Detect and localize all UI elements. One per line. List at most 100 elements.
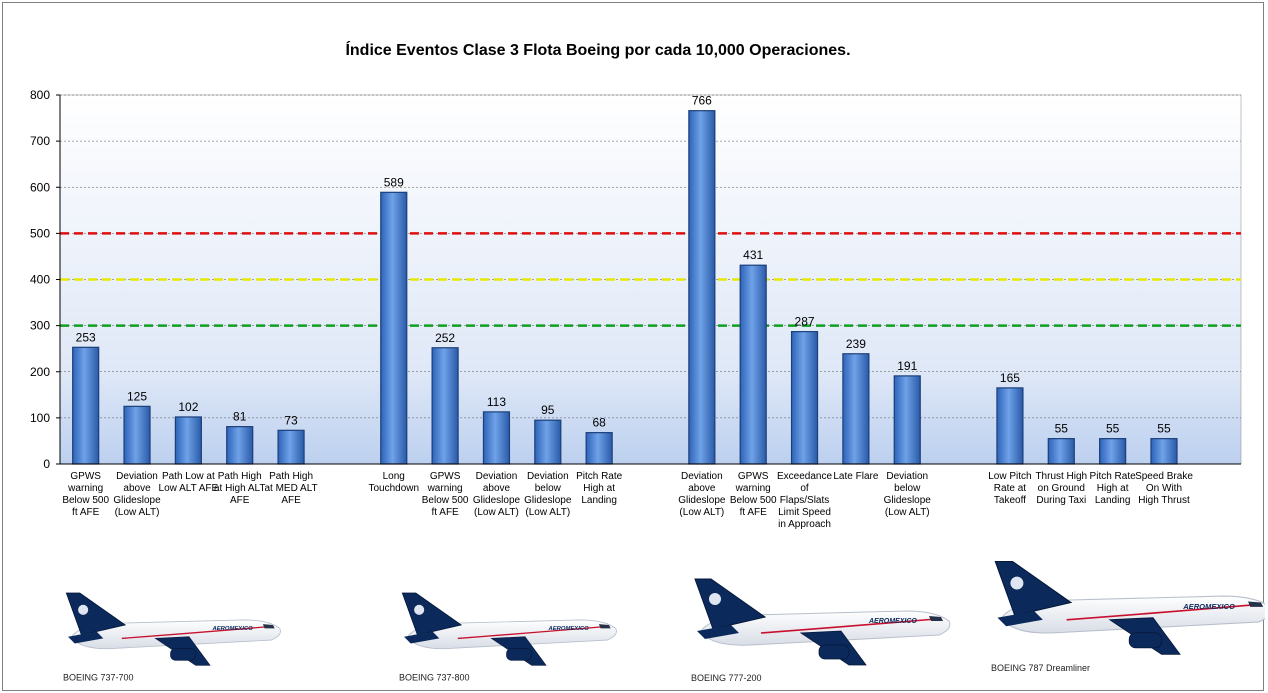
category-label: GPWS warning Below 500 ft AFE [730,471,777,518]
category-label: Speed Brake On With High Thrust [1135,471,1193,506]
cockpit-windows [929,616,943,621]
category-label: Deviation below Glideslope (Low ALT) [524,471,572,518]
bar [842,353,870,465]
y-tick-label: 500 [30,226,50,240]
data-label: 81 [233,410,247,424]
bar [1150,438,1178,465]
bar [123,405,151,465]
category-label: Thrust High on Ground During Taxi [1035,471,1087,506]
bar [226,426,254,465]
bar [996,387,1024,465]
category-label: Deviation above Glideslope (Low ALT) [113,471,161,518]
y-tick-label: 700 [30,134,50,148]
category-label: GPWS warning Below 500 ft AFE [422,471,469,518]
data-label: 73 [284,413,298,427]
horizontal-stabilizer [697,625,739,639]
engine [1128,632,1163,649]
bar [1047,438,1075,465]
horizontal-stabilizer [404,631,440,644]
data-label: 55 [1106,422,1120,436]
aircraft-illustration: AEROMEXICO [694,578,951,666]
tail-logo [78,604,89,615]
bar [431,347,459,465]
data-label: 766 [692,94,712,108]
y-tick-label: 100 [30,411,50,425]
category-label: Late Flare [833,471,878,482]
data-label: 252 [435,331,455,345]
data-label: 55 [1157,422,1171,436]
tail-logo [414,604,425,615]
bar [790,331,819,465]
y-tick-label: 800 [30,88,50,102]
airline-brand: AEROMEXICO [548,626,590,632]
horizontal-stabilizer [68,631,104,644]
tail-fin [401,592,463,636]
category-label: Deviation above Glideslope (Low ALT) [473,471,521,518]
bar [482,411,511,465]
data-label: 68 [592,416,606,430]
aircraft-caption: BOEING 737-700 [63,673,134,683]
y-tick-label: 0 [43,457,50,471]
cockpit-windows [598,624,611,629]
airline-brand: AEROMEXICO [868,618,917,625]
tail-fin [65,592,127,636]
data-label: 253 [76,330,96,344]
cockpit-windows [262,624,275,629]
engine [818,644,850,660]
airline-brand: AEROMEXICO [212,626,254,632]
data-label: 102 [178,400,198,414]
category-label: Path High at High ALT AFE [214,471,266,506]
tail-fin [694,578,767,630]
data-label: 125 [127,389,147,403]
axes: 0 100 200 300 400 500 600 700 800 GPWS warning Belo… [30,88,1241,530]
data-label: 55 [1055,422,1069,436]
livery-stripe [760,618,937,634]
aircraft-caption: BOEING 787 Dreamliner [991,663,1090,673]
bar [688,110,716,465]
category-label: Deviation below Glideslope (Low ALT) [884,471,932,518]
category-label: Pitch Rate High at Landing [576,471,623,506]
data-label: 165 [1000,371,1020,385]
tail-logo [1010,576,1024,590]
data-label: 95 [541,403,555,417]
aircraft-illustration: AEROMEXICO [994,560,1265,655]
aircraft-illustration: AEROMEXICO [65,592,281,666]
data-label: 239 [846,337,866,351]
airline-brand: AEROMEXICO [1182,602,1235,611]
bar [1099,438,1127,465]
bar [380,191,408,465]
livery-stripe [121,625,269,640]
aircraft-caption: BOEING 777-200 [691,673,762,683]
livery-stripe [1066,603,1256,621]
bar [174,416,202,465]
data-label: 589 [384,175,404,189]
y-tick-label: 300 [30,319,50,333]
tail-fin [994,560,1073,617]
category-label: Deviation above Glideslope (Low ALT) [678,471,726,518]
category-label: Path Low at Low ALT AFE [159,471,219,494]
data-label: 113 [487,395,506,409]
bar [893,375,921,465]
y-tick-label: 600 [30,180,50,194]
chart-title: Índice Eventos Clase 3 Flota Boeing por … [345,40,850,59]
category-label: Exceedance of Flaps/Slats Limit Speed in App… [777,471,832,530]
cockpit-windows [1248,601,1264,607]
category-label: GPWS warning Below 500 ft AFE [62,471,109,518]
tail-logo [709,593,721,605]
bar [277,429,305,465]
bar [534,419,562,465]
y-tick-label: 400 [30,273,50,287]
engine [506,648,533,661]
data-label: 191 [897,359,917,373]
y-tick-label: 200 [30,365,50,379]
bar [585,432,613,465]
category-label: Long Touchdown [368,471,419,494]
category-label: Path High at MED ALT AFE [264,471,317,506]
data-label: 431 [743,248,763,262]
aircraft-illustration: AEROMEXICO [401,592,617,666]
category-label: Low Pitch Rate at Takeoff [988,471,1031,506]
aircraft-images: AEROMEXICO BOEING 737-700 AEROMEXICO BOEING… [63,560,1265,683]
category-label: Pitch Rate High at Landing [1090,471,1137,506]
chart: Índice Eventos Clase 3 Flota Boeing por … [30,40,1265,683]
